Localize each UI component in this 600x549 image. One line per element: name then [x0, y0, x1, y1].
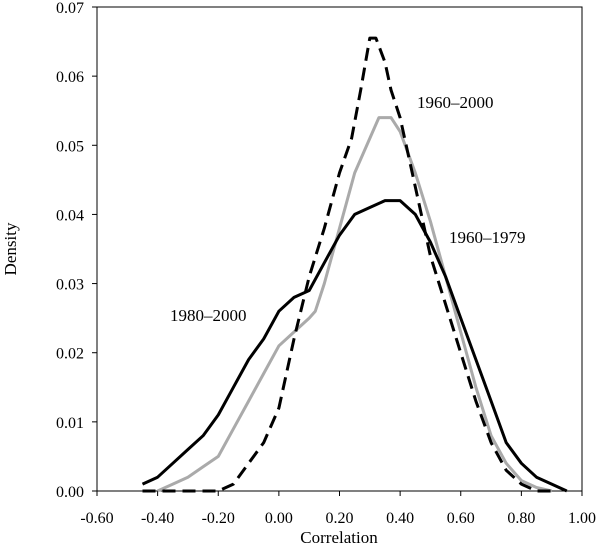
x-tick-label: 0.40 [386, 510, 414, 527]
y-tick-label: 0.03 [56, 277, 84, 294]
x-tick-label: 1.00 [568, 510, 596, 527]
x-tick-label: -0.60 [80, 510, 113, 527]
y-tick-label: 0.04 [56, 207, 84, 224]
x-tick-label: 0.60 [447, 510, 475, 527]
label-1960-1979: 1960–1979 [449, 228, 526, 247]
x-tick-label: 0.20 [326, 510, 354, 527]
label-1960-2000: 1960–2000 [417, 93, 494, 112]
x-axis-ticks: -0.60 -0.40 -0.20 0.00 0.20 0.40 0.60 0.80 1.00 [80, 491, 596, 527]
series-1960-2000-line [142, 36, 552, 493]
label-1980-2000: 1980–2000 [170, 306, 247, 325]
series-1980-2000-line [141, 199, 568, 493]
y-tick-label: 0.06 [56, 69, 84, 86]
y-axis-title: Density [1, 222, 20, 275]
y-tick-label: 0.01 [56, 415, 84, 432]
x-tick-label: 0.00 [265, 510, 293, 527]
y-axis-ticks: 0.00 0.01 0.02 0.03 0.04 0.05 0.06 0.07 [56, 0, 97, 501]
y-tick-label: 0.02 [56, 346, 84, 363]
series-lines [141, 36, 568, 493]
series-1960-1979-line [156, 116, 553, 493]
y-tick-label: 0.00 [56, 484, 84, 501]
y-tick-label: 0.07 [56, 0, 84, 17]
y-tick-label: 0.05 [56, 138, 84, 155]
x-tick-label: 0.80 [507, 510, 535, 527]
x-tick-label: -0.40 [141, 510, 174, 527]
plot-frame [96, 6, 583, 492]
x-tick-label: -0.20 [202, 510, 235, 527]
x-axis-title: Correlation [300, 528, 378, 547]
